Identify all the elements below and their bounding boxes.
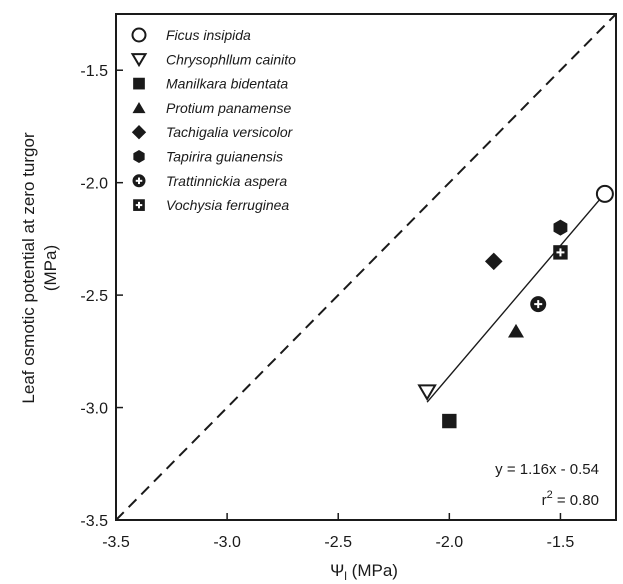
legend-marker bbox=[132, 102, 146, 114]
data-point bbox=[595, 184, 614, 203]
y-axis-title-line2: (MPa) bbox=[41, 245, 60, 291]
legend-label: Ficus insipida bbox=[166, 27, 251, 43]
y-tick-label: -3.0 bbox=[80, 401, 108, 418]
y-tick-label: -1.5 bbox=[80, 63, 108, 80]
data-point bbox=[508, 323, 524, 338]
legend-marker bbox=[131, 125, 147, 140]
legend-marker bbox=[131, 27, 147, 43]
legend-label: Tapirira guianensis bbox=[166, 149, 283, 165]
legend-label: Trattinnickia aspera bbox=[166, 173, 287, 189]
y-tick-label: -3.5 bbox=[80, 513, 108, 530]
legend-marker bbox=[132, 174, 146, 188]
legend-label: Tachigalia versicolor bbox=[166, 124, 294, 140]
y-tick-label: -2.5 bbox=[80, 288, 108, 305]
data-point bbox=[530, 296, 547, 313]
data-points bbox=[417, 184, 614, 429]
y-tick-label: -2.0 bbox=[80, 176, 108, 193]
x-tick-label: -2.0 bbox=[436, 534, 464, 551]
axis-ticks: -3.5 -3.0 -2.5 -2.0 -1.5 -3.5 -3.0 -2.5 -2.0 -1.5 bbox=[80, 63, 574, 551]
plot-frame bbox=[115, 13, 617, 521]
legend-label: Chrysophllum cainito bbox=[166, 51, 296, 67]
data-point bbox=[417, 384, 437, 401]
y-axis-title-line1: Leaf osmotic potential at zero turgor bbox=[19, 132, 38, 404]
legend-marker bbox=[133, 150, 145, 163]
data-point bbox=[484, 252, 503, 271]
x-tick-label: -2.5 bbox=[324, 534, 352, 551]
legend-label: Manilkara bidentata bbox=[166, 76, 288, 92]
data-point bbox=[553, 245, 568, 260]
legend: Ficus insipida Chrysophllum cainito Manilk… bbox=[130, 27, 296, 213]
legend-label: Vochysia ferruginea bbox=[166, 197, 289, 213]
x-tick-label: -3.0 bbox=[213, 534, 241, 551]
data-point bbox=[442, 413, 457, 429]
legend-marker bbox=[130, 53, 148, 68]
equation-label: y = 1.16x - 0.54 bbox=[495, 461, 599, 478]
data-point bbox=[553, 219, 568, 236]
x-axis-title: Ψl (MPa) bbox=[330, 561, 398, 583]
r-squared-label: r2 = 0.80 bbox=[542, 489, 599, 509]
x-tick-label: -1.5 bbox=[547, 534, 575, 551]
x-tick-label: -3.5 bbox=[102, 534, 130, 551]
regression-line bbox=[426, 193, 606, 403]
one-to-one-dashed-line bbox=[115, 13, 617, 521]
legend-marker bbox=[133, 199, 145, 211]
legend-marker bbox=[133, 77, 145, 90]
legend-label: Protium panamense bbox=[166, 100, 292, 116]
